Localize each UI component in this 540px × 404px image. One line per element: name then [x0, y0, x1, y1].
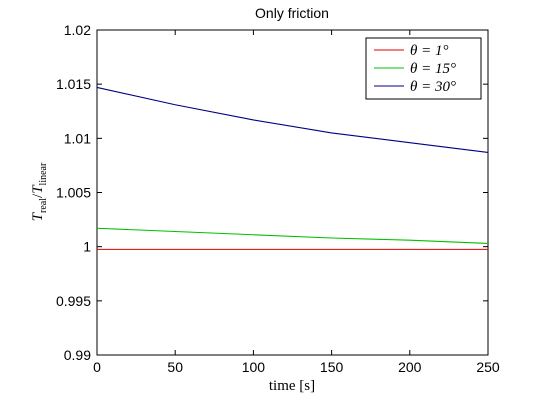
chart-title: Only friction	[255, 5, 329, 21]
y-tick-label: 0.995	[56, 293, 91, 309]
y-axis-label-main: T	[30, 211, 46, 221]
x-tick-label: 100	[242, 359, 266, 375]
y-axis-label: Treal/Tlinear	[30, 162, 49, 221]
y-tick-label: 1	[83, 239, 91, 255]
y-tick-label: 1.01	[64, 130, 91, 146]
legend: θ = 1° θ = 15° θ = 30°	[365, 37, 482, 100]
y-axis-label-slash: /	[30, 193, 46, 198]
y-axis-label-sub2: linear	[38, 162, 49, 185]
x-tick-label: 50	[167, 359, 183, 375]
series-line-3	[96, 86, 489, 153]
y-tick-label: 1.02	[64, 22, 91, 38]
x-tick-label: 150	[320, 359, 344, 375]
legend-label-series-2: θ = 15°	[410, 61, 456, 77]
y-tick-label: 1.015	[56, 76, 91, 92]
x-axis-label: time [s]	[269, 378, 315, 394]
legend-label-series-3: θ = 30°	[410, 79, 456, 95]
series-line-2	[96, 227, 489, 244]
x-tick-label: 250	[476, 359, 500, 375]
y-tick-label: 1.005	[56, 185, 91, 201]
series-layer	[96, 86, 489, 250]
x-tick-label: 200	[398, 359, 422, 375]
svg-text:Treal/Tlinear: Treal/Tlinear	[30, 162, 49, 221]
ticks-layer: 0 50 100 150 200 250 0.99 0.995 1 1.005 1.01 1.015 1…	[56, 22, 500, 375]
y-axis-label-main-2: T	[30, 184, 46, 194]
legend-label-series-1: θ = 1°	[410, 43, 449, 59]
y-axis-label-sub1: real	[38, 198, 49, 213]
x-tick-label: 0	[93, 359, 101, 375]
y-tick-label: 0.99	[64, 347, 91, 363]
